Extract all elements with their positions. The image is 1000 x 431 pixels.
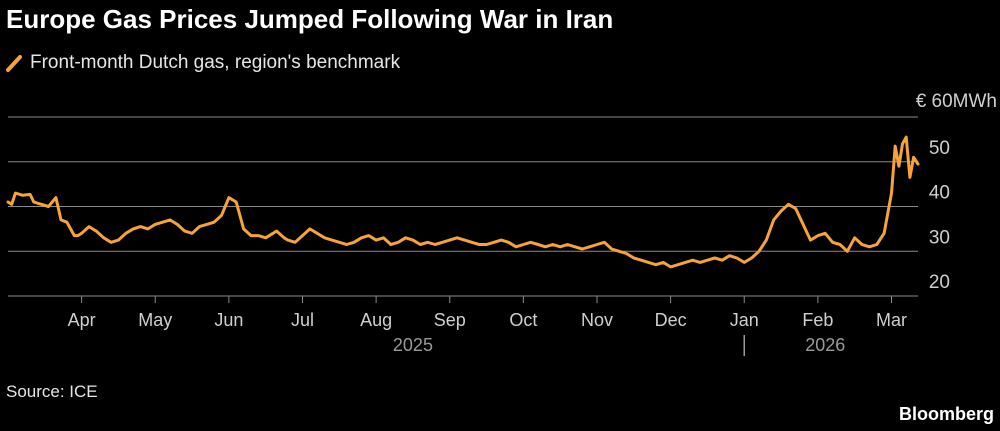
x-tick-label: Sep: [434, 310, 466, 330]
source-note: Source: ICE: [6, 382, 98, 401]
year-label: 2026: [805, 335, 845, 355]
x-tick-label: Nov: [581, 310, 613, 330]
y-tick-label: 20: [929, 272, 950, 293]
series-layer: [6, 135, 920, 269]
y-tick-label: 40: [929, 183, 950, 204]
chart-title: Europe Gas Prices Jumped Following War i…: [6, 4, 614, 34]
x-tick-label: Mar: [876, 310, 907, 330]
x-tick-label: Jan: [730, 310, 759, 330]
series-line: [6, 135, 920, 269]
legend-label: Front-month Dutch gas, region's benchmar…: [30, 52, 401, 73]
x-axis-ticks: Apr May Jun Jul Aug Sep Oct Nov Dec Jan Feb Mar 2025…: [68, 296, 907, 356]
y-axis-unit-label: € 60MWh: [916, 91, 997, 112]
x-tick-label: Dec: [655, 310, 687, 330]
x-tick-label: Jul: [291, 310, 314, 330]
x-tick-label: Feb: [802, 310, 833, 330]
x-tick-label: May: [138, 310, 172, 330]
x-tick-label: Aug: [360, 310, 392, 330]
y-tick-label: 50: [929, 138, 950, 159]
grid-layer: [8, 116, 918, 297]
x-tick-label: Apr: [68, 310, 96, 330]
x-tick-label: Oct: [509, 310, 537, 330]
legend: Front-month Dutch gas, region's benchmar…: [6, 52, 400, 74]
y-axis-ticks: 20 30 40 50: [929, 138, 950, 293]
x-tick-label: Jun: [214, 310, 243, 330]
bloomberg-logo: Bloomberg: [898, 404, 994, 424]
legend-line-swatch: [6, 55, 22, 72]
year-label: 2025: [393, 335, 433, 355]
y-tick-label: 30: [929, 227, 950, 248]
